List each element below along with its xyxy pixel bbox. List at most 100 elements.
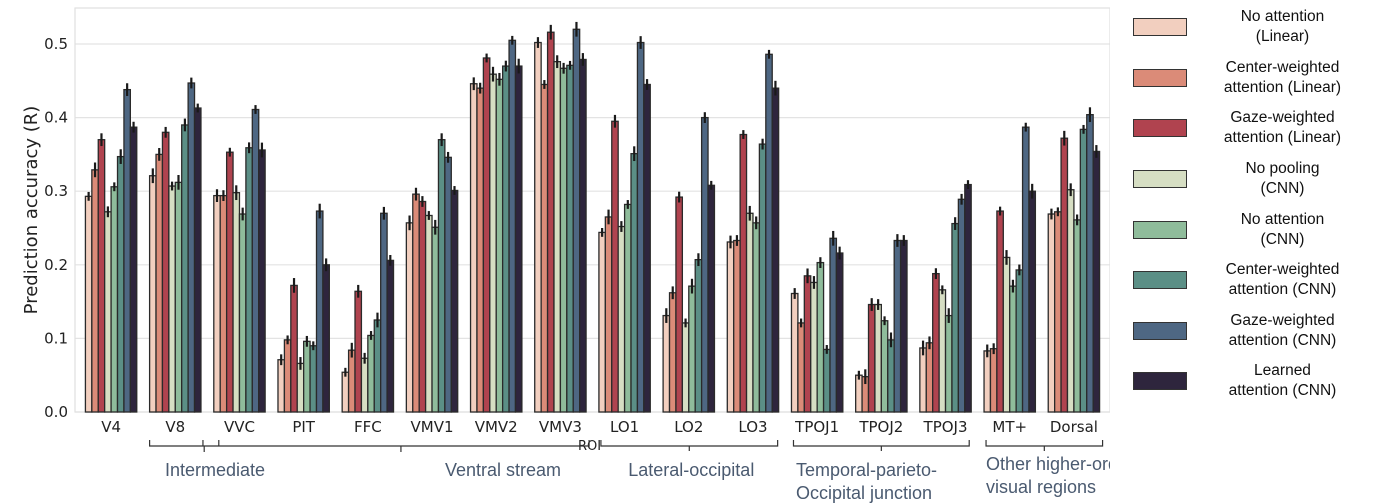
bar — [315, 210, 324, 413]
legend-swatch — [1133, 321, 1187, 340]
bar-group-tpoj1 — [790, 230, 844, 413]
bar — [1009, 285, 1017, 413]
bar — [816, 261, 825, 413]
bar — [899, 239, 908, 413]
bar — [283, 339, 292, 413]
bar — [1086, 114, 1094, 413]
bar — [572, 28, 581, 413]
y-tick-label: 0.3 — [44, 182, 68, 200]
bar — [367, 334, 375, 413]
bar — [810, 281, 818, 413]
bar — [739, 133, 748, 413]
x-tick-label: V8 — [165, 418, 185, 436]
bar-group-ffc — [341, 206, 395, 413]
group-label: visual regions — [986, 477, 1096, 497]
bar — [630, 153, 639, 413]
legend-swatch — [1133, 68, 1187, 87]
bar-group-mtplus — [983, 122, 1037, 413]
group-bracket — [985, 440, 1104, 451]
bar — [887, 339, 895, 413]
bar — [675, 196, 684, 413]
y-tick-label: 0.2 — [44, 256, 68, 274]
legend-swatch — [1133, 18, 1187, 37]
bar — [1073, 219, 1081, 413]
bar — [225, 151, 234, 413]
x-tick-label: FFC — [354, 418, 382, 436]
x-tick-label: TPOJ2 — [858, 418, 903, 436]
bar — [964, 183, 972, 413]
bar — [989, 348, 998, 413]
legend-label: Gaze-weighted attention (Linear) — [1223, 109, 1342, 147]
group-bracket — [792, 440, 970, 451]
y-tick-label: 0.4 — [44, 109, 68, 127]
bar — [482, 57, 491, 413]
group-label: Temporal-parieto- — [796, 460, 937, 480]
group-bracket-tick — [203, 446, 402, 452]
bar — [1079, 128, 1088, 413]
bar — [412, 193, 420, 413]
bar — [110, 186, 119, 413]
bar-group-dorsal — [1047, 107, 1101, 413]
x-tick-label: VVC — [224, 418, 255, 436]
group-label: Intermediate — [165, 460, 265, 480]
bar — [566, 64, 574, 413]
bar — [213, 194, 221, 413]
bar — [1015, 269, 1024, 413]
x-tick-label: TPOJ3 — [923, 418, 968, 436]
bar — [983, 350, 992, 413]
bar — [623, 203, 632, 413]
bar — [835, 252, 844, 413]
bar-group-vmv1 — [405, 133, 459, 413]
bar — [745, 212, 754, 413]
y-tick-label: 0.1 — [44, 329, 68, 347]
group-brackets: Intermediate Ventral stream Lateral-occipi… — [149, 440, 1110, 503]
legend-item: No attention (CNN) — [1133, 204, 1378, 255]
bar — [1066, 189, 1075, 413]
bar — [508, 39, 517, 413]
legend-label: Gaze-weighted attention (CNN) — [1228, 311, 1337, 349]
bar-group-lo3 — [726, 49, 780, 413]
x-tick-label: LO1 — [610, 418, 639, 436]
bar — [148, 175, 157, 413]
bar — [424, 214, 433, 413]
bar — [193, 107, 202, 413]
bar — [611, 120, 619, 413]
bar — [707, 184, 716, 413]
bar — [829, 237, 838, 413]
bar — [84, 195, 93, 413]
bar — [104, 211, 112, 413]
group-label: Occipital junction — [796, 483, 932, 503]
y-axis-title: Prediction accuracy (R) — [21, 106, 42, 315]
bar — [431, 226, 440, 413]
bar — [790, 292, 799, 413]
legend-swatch — [1133, 119, 1187, 138]
bar-chart: 0.0 0.1 0.2 0.3 0.4 0.5 V4 V8 VVC PIT FFC VMV1 VMV2… — [21, 7, 1110, 503]
bar — [386, 259, 395, 413]
bar — [91, 169, 99, 413]
group-bracket-divider — [202, 440, 220, 446]
group-bracket — [149, 440, 590, 447]
bar — [232, 192, 241, 413]
bar — [758, 143, 767, 413]
bar — [932, 272, 940, 413]
x-tick-label: MT+ — [992, 418, 1027, 436]
bar — [662, 314, 671, 413]
legend-label: No pooling (CNN) — [1245, 160, 1320, 198]
x-tick-label: PIT — [292, 418, 315, 436]
bar — [553, 61, 562, 413]
bar — [476, 87, 485, 413]
legend-label: No attention (CNN) — [1240, 210, 1325, 248]
bar — [1028, 190, 1037, 413]
x-tick-label: VMV1 — [411, 418, 454, 436]
legend: No attention (Linear) Center-weighted att… — [1133, 2, 1378, 407]
bar — [951, 222, 960, 413]
legend-swatch — [1133, 372, 1187, 391]
bar — [957, 198, 966, 413]
bar — [97, 139, 106, 413]
x-tick-label: V4 — [101, 418, 121, 436]
bar — [688, 285, 696, 413]
bar — [501, 65, 510, 413]
bar — [694, 258, 703, 413]
x-axis: V4 V8 VVC PIT FFC VMV1 VMV2 VMV3 LO1 LO2 LO3 TPOJ1 T… — [101, 418, 1098, 436]
bar — [155, 153, 164, 413]
